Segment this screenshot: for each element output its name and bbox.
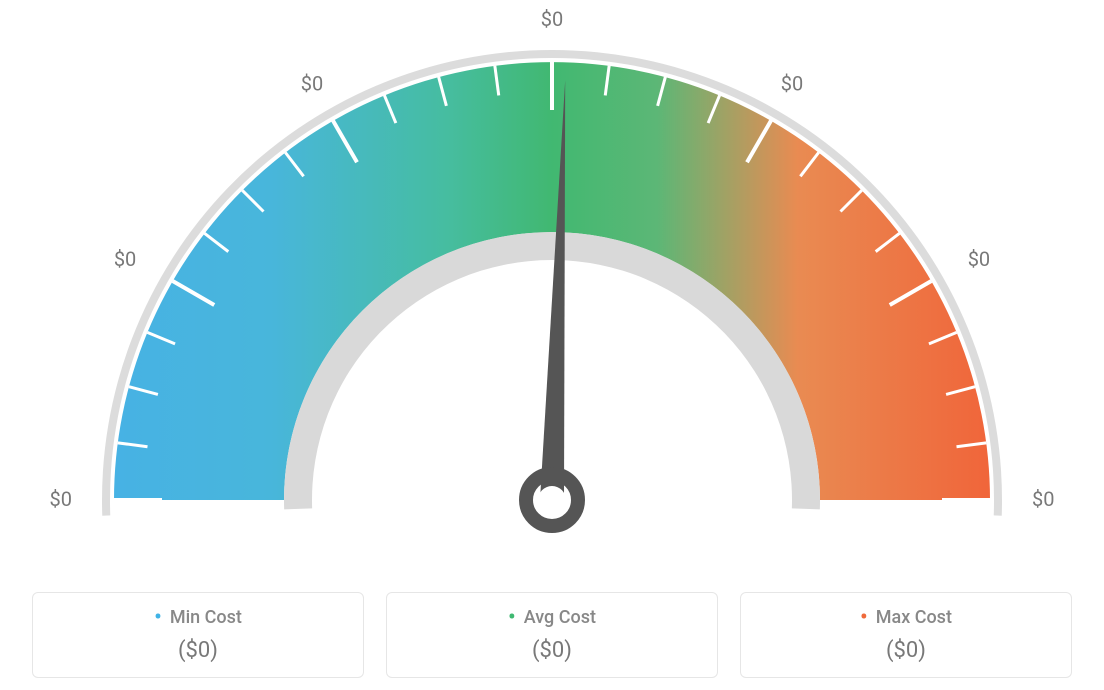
legend-label-avg: Avg Cost [387,605,717,630]
scale-label: $0 [541,7,563,31]
cost-gauge-container: $0 $0 $0 $0 $0 $0 $0 Min Cost ($0) Avg Cost ($… [0,0,1104,690]
legend-card-min: Min Cost ($0) [32,592,364,678]
scale-label: $0 [1032,487,1054,511]
legend-label-max: Max Cost [741,605,1071,630]
legend-card-avg: Avg Cost ($0) [386,592,718,678]
legend-row: Min Cost ($0) Avg Cost ($0) Max Cost ($0… [0,592,1104,678]
gauge-chart: $0 $0 $0 $0 $0 $0 $0 [22,0,1082,560]
scale-label: $0 [114,247,136,271]
scale-label: $0 [968,247,990,271]
scale-label: $0 [50,487,72,511]
legend-card-max: Max Cost ($0) [740,592,1072,678]
legend-value-max: ($0) [741,638,1071,663]
scale-label: $0 [301,71,323,95]
legend-value-min: ($0) [33,638,363,663]
scale-label: $0 [781,71,803,95]
legend-value-avg: ($0) [387,638,717,663]
legend-label-min: Min Cost [33,605,363,630]
